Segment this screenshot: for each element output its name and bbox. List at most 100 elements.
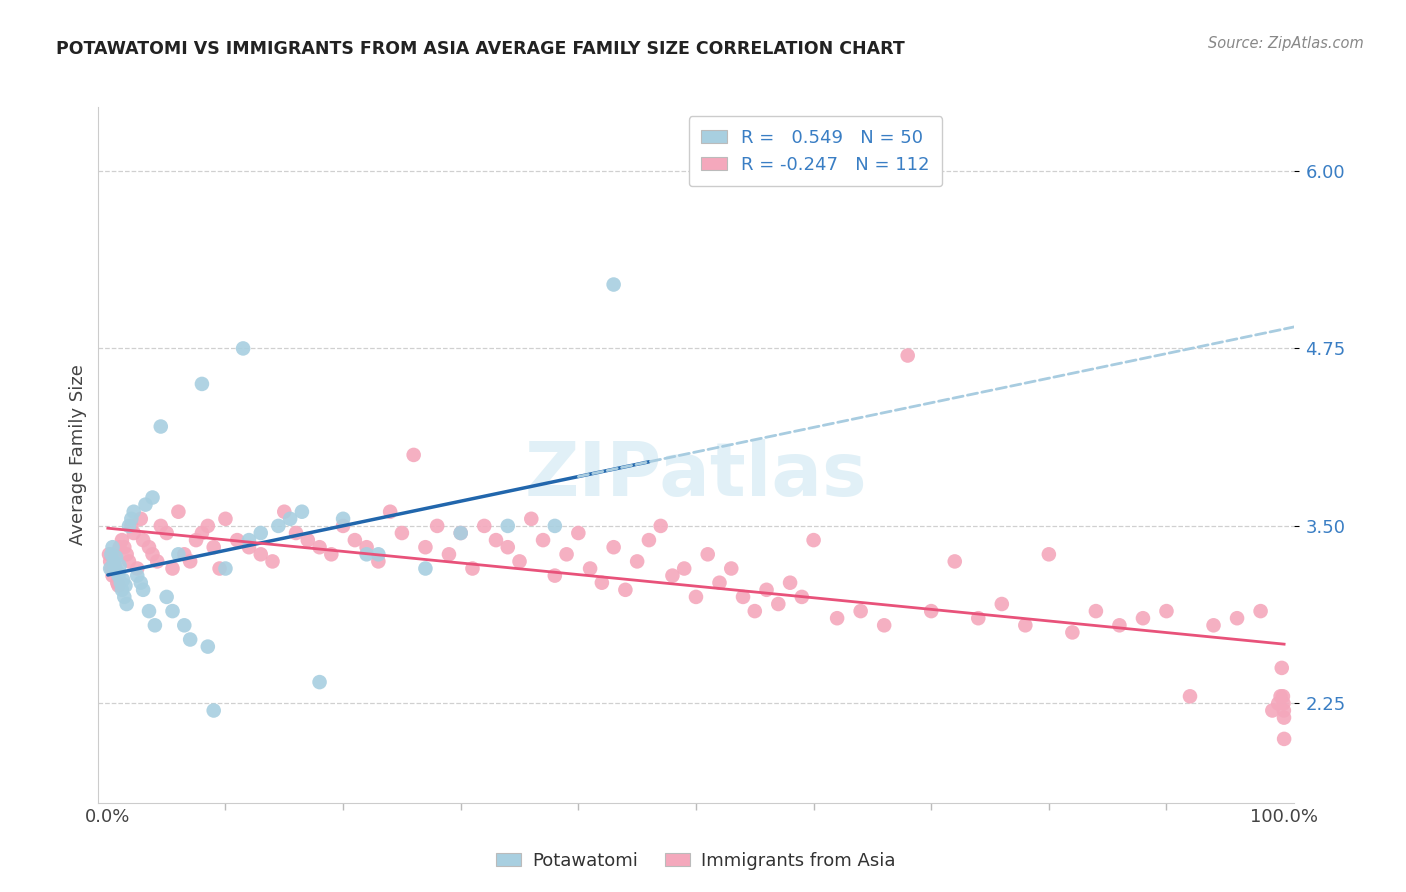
Point	[112, 573, 135, 587]
Point	[485, 533, 508, 548]
Point	[111, 533, 134, 548]
Point	[138, 604, 160, 618]
Point	[437, 547, 460, 561]
Point	[920, 604, 942, 618]
Point	[967, 611, 990, 625]
Point	[496, 519, 519, 533]
Point	[267, 519, 290, 533]
Point	[1270, 690, 1292, 704]
Point	[141, 547, 163, 561]
Point	[544, 519, 567, 533]
Point	[238, 533, 260, 548]
Point	[162, 561, 184, 575]
Point	[591, 575, 613, 590]
Point	[226, 533, 249, 548]
Point	[943, 554, 966, 568]
Point	[378, 505, 401, 519]
Point	[167, 505, 190, 519]
Point	[650, 519, 672, 533]
Point	[291, 505, 314, 519]
Point	[105, 565, 128, 579]
Point	[98, 554, 121, 568]
Point	[112, 540, 135, 554]
Point	[104, 558, 127, 573]
Point	[332, 512, 354, 526]
Point	[638, 533, 661, 548]
Y-axis label: Average Family Size: Average Family Size	[69, 365, 87, 545]
Point	[120, 512, 142, 526]
Point	[1132, 611, 1154, 625]
Point	[107, 568, 129, 582]
Point	[103, 550, 125, 565]
Point	[308, 540, 330, 554]
Point	[105, 550, 128, 565]
Point	[167, 547, 190, 561]
Point	[127, 568, 149, 582]
Point	[111, 582, 134, 597]
Point	[744, 604, 766, 618]
Point	[509, 554, 531, 568]
Point	[544, 568, 567, 582]
Point	[98, 561, 121, 575]
Point	[197, 640, 219, 654]
Point	[1062, 625, 1084, 640]
Point	[531, 533, 554, 548]
Point	[825, 611, 848, 625]
Point	[108, 558, 131, 573]
Point	[115, 597, 138, 611]
Point	[768, 597, 790, 611]
Point	[191, 376, 214, 391]
Point	[156, 526, 179, 541]
Point	[107, 578, 129, 592]
Point	[141, 491, 163, 505]
Point	[114, 578, 136, 592]
Point	[173, 547, 195, 561]
Point	[332, 519, 354, 533]
Point	[108, 540, 131, 554]
Point	[143, 618, 166, 632]
Point	[214, 512, 236, 526]
Point	[1272, 697, 1295, 711]
Point	[120, 519, 142, 533]
Point	[249, 526, 271, 541]
Point	[731, 590, 754, 604]
Point	[673, 561, 696, 575]
Point	[555, 547, 578, 561]
Point	[179, 632, 201, 647]
Point	[1250, 604, 1272, 618]
Point	[98, 547, 121, 561]
Point	[308, 675, 330, 690]
Point	[450, 526, 472, 541]
Point	[343, 533, 366, 548]
Point	[1202, 618, 1225, 632]
Point	[112, 590, 135, 604]
Point	[191, 526, 214, 541]
Point	[129, 512, 152, 526]
Point	[1261, 704, 1284, 718]
Point	[202, 540, 225, 554]
Point	[415, 561, 437, 575]
Point	[100, 561, 122, 575]
Legend: Potawatomi, Immigrants from Asia: Potawatomi, Immigrants from Asia	[489, 845, 903, 877]
Point	[873, 618, 896, 632]
Point	[115, 547, 138, 561]
Point	[391, 526, 413, 541]
Point	[1226, 611, 1249, 625]
Point	[1038, 547, 1060, 561]
Point	[685, 590, 707, 604]
Point	[709, 575, 731, 590]
Point	[132, 533, 155, 548]
Point	[402, 448, 425, 462]
Point	[367, 554, 389, 568]
Point	[1272, 731, 1295, 746]
Point	[321, 547, 343, 561]
Point	[149, 519, 172, 533]
Point	[720, 561, 742, 575]
Point	[285, 526, 308, 541]
Point	[1267, 697, 1289, 711]
Point	[602, 277, 624, 292]
Point	[297, 533, 319, 548]
Point	[1014, 618, 1036, 632]
Text: ZIPatlas: ZIPatlas	[524, 439, 868, 512]
Point	[790, 590, 813, 604]
